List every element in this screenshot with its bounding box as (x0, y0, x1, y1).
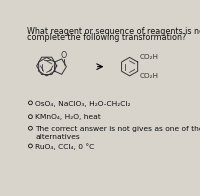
Text: The correct answer is not gives as one of the other
alternatives: The correct answer is not gives as one o… (35, 126, 200, 140)
Text: complete the following transformation?: complete the following transformation? (27, 33, 187, 42)
Text: RuO₄, CCl₄, 0 °C: RuO₄, CCl₄, 0 °C (35, 144, 94, 150)
Text: What reagent or sequence of reagents is needed to: What reagent or sequence of reagents is … (27, 27, 200, 36)
Text: CO₂H: CO₂H (139, 54, 158, 61)
Text: KMnO₄, H₂O, heat: KMnO₄, H₂O, heat (35, 114, 101, 120)
Text: CO₂H: CO₂H (139, 73, 158, 79)
Text: OsO₄, NaClO₃, H₂O-CH₂Cl₂: OsO₄, NaClO₃, H₂O-CH₂Cl₂ (35, 101, 131, 106)
Text: O: O (61, 51, 67, 60)
